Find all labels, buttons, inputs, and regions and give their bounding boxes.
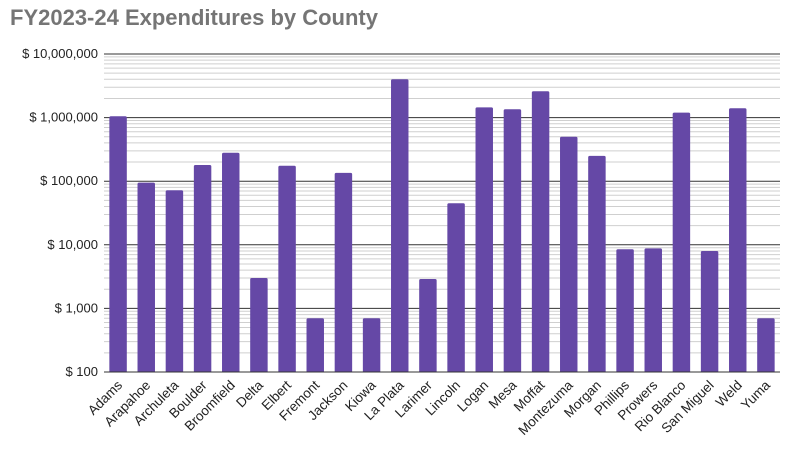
bar-archuleta <box>165 190 184 372</box>
x-axis-labels: AdamsArapahoeArchuletaBoulderBroomfieldD… <box>85 377 774 438</box>
bar-adams <box>109 116 127 373</box>
bar-rio-blanco <box>672 112 691 372</box>
bar-logan <box>475 107 493 372</box>
bar-jackson <box>334 172 353 372</box>
bar-broomfield <box>222 152 240 372</box>
bar-mesa <box>503 109 522 372</box>
bars <box>109 79 775 373</box>
bar-boulder <box>193 164 212 372</box>
y-axis-ticks: $ 100 $ 1,000 $ 10,000 $ 100,000 $ 1,000,000… <box>22 46 98 379</box>
bar-prowers <box>644 248 662 372</box>
y-tick-label: $ 100 <box>65 364 98 379</box>
bar-elbert <box>278 165 296 372</box>
y-tick-label: $ 10,000 <box>47 237 98 252</box>
bar-la-plata <box>391 79 409 372</box>
bar-kiowa <box>362 318 381 372</box>
bar-lincoln <box>447 203 465 372</box>
bar-yuma <box>757 318 775 372</box>
bar-montezuma <box>560 136 578 372</box>
y-tick-label: $ 1,000 <box>55 300 98 315</box>
bar-moffat <box>531 91 550 372</box>
bar-delta <box>250 278 268 372</box>
bar-phillips <box>616 249 634 372</box>
bar-larimer <box>419 278 437 372</box>
bar-san-miguel <box>700 250 719 372</box>
bar-arapahoe <box>137 182 155 372</box>
chart-title: FY2023-24 Expenditures by County <box>10 5 378 30</box>
bar-weld <box>729 108 747 372</box>
bar-morgan <box>588 155 606 372</box>
y-tick-label: $ 100,000 <box>40 173 98 188</box>
y-tick-label: $ 10,000,000 <box>22 46 98 61</box>
y-tick-label: $ 1,000,000 <box>29 110 98 125</box>
bar-fremont <box>306 318 324 372</box>
x-tick-label: Yuma <box>738 377 773 412</box>
gridlines <box>104 53 780 354</box>
x-tick-label: Logan <box>454 378 491 415</box>
